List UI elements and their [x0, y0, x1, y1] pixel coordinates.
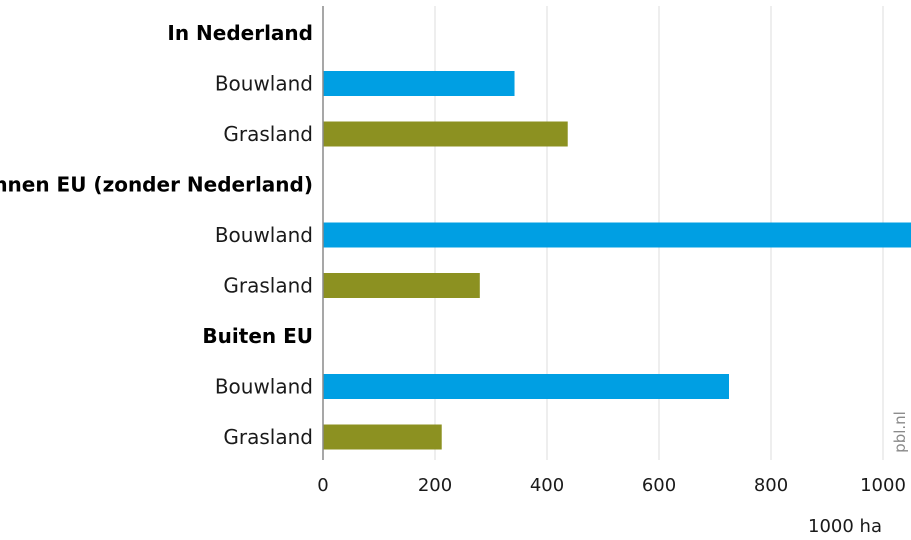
bar-bouwland: [323, 222, 911, 248]
bar-bouwland: [323, 71, 515, 96]
bar-grasland: [323, 424, 442, 450]
source-label: pbl.nl: [891, 411, 909, 453]
group-label: Binnen EU (zonder Nederland): [0, 173, 313, 197]
category-label: Grasland: [223, 425, 313, 449]
x-tick-label: 200: [418, 475, 452, 496]
group-label: Buiten EU: [202, 324, 313, 348]
x-tick-label: 800: [754, 475, 788, 496]
x-tick-label: 600: [642, 475, 676, 496]
category-label: Grasland: [223, 122, 313, 146]
x-tick-labels: 0 200 400 600 800 1000: [317, 475, 906, 496]
bar-grasland: [323, 273, 480, 298]
bars: [323, 71, 911, 450]
category-label: Bouwland: [215, 72, 313, 96]
category-labels: In Nederland Bouwland Grasland Binnen EU (z…: [0, 21, 313, 449]
bar-bouwland: [323, 374, 729, 399]
category-label: Grasland: [223, 274, 313, 298]
x-axis-unit: 1000 ha: [808, 516, 882, 537]
group-label: In Nederland: [167, 21, 313, 45]
x-tick-label: 1000: [860, 475, 906, 496]
bar-grasland: [323, 121, 568, 147]
category-label: Bouwland: [215, 223, 313, 247]
x-tick-label: 0: [317, 475, 328, 496]
x-tick-label: 400: [530, 475, 564, 496]
category-label: Bouwland: [215, 375, 313, 399]
